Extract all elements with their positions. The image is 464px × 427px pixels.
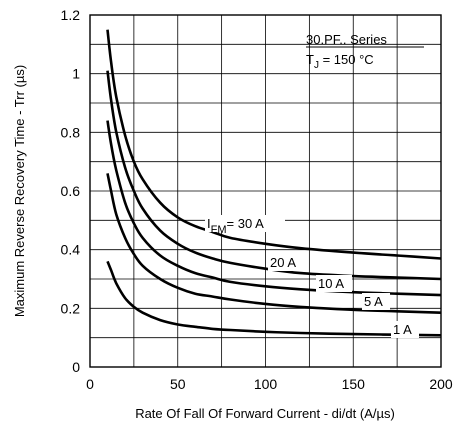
y-tick-label: 0 [72, 359, 80, 375]
series-label-main: 1 A [393, 322, 412, 337]
series-curve-3 [106, 173, 442, 314]
temperature-value: = 150 °C [319, 52, 374, 67]
series-label-1: 20 A [270, 255, 296, 270]
grid [90, 15, 441, 367]
x-tick-label: 0 [86, 376, 94, 392]
series-labels: IFM= 30 A 20 A 10 A 5 A 1 A [205, 215, 419, 338]
series-annotation: 30.PF.. Series [306, 32, 387, 47]
series-label-3: 5 A [364, 294, 383, 309]
temperature-annotation: TJ = 150 °C [306, 52, 374, 71]
series-label-bg [268, 254, 304, 271]
series-curve-0 [106, 29, 442, 260]
series-label-0: IFM= 30 A [207, 216, 264, 236]
series-label-2: 10 A [318, 276, 344, 291]
y-tick-label: 1 [72, 66, 80, 82]
x-tick-label: 200 [429, 376, 453, 392]
series-label-bg [205, 215, 285, 232]
y-tick-label: 0.2 [61, 300, 81, 316]
temperature-symbol: T [306, 52, 314, 67]
series-label-main: 20 A [270, 255, 296, 270]
x-tick-label: 50 [170, 376, 186, 392]
series-curves [106, 29, 442, 337]
series-label-value: = 30 A [227, 216, 265, 231]
tick-labels: 0 50 100 150 200 0 0.2 0.4 0.6 0.8 1 1.2 [61, 7, 453, 392]
temperature-subscript: J [314, 60, 319, 71]
plot-frame [89, 14, 442, 368]
y-tick-label: 1.2 [61, 7, 81, 23]
y-tick-label: 0.6 [61, 183, 81, 199]
series-label-main: 5 A [364, 294, 383, 309]
y-tick-label: 0.8 [61, 124, 81, 140]
x-tick-label: 100 [254, 376, 278, 392]
y-tick-label: 0.4 [61, 242, 81, 258]
series-curve-4 [106, 260, 442, 337]
series-label-subscript: FM [211, 224, 227, 236]
series-label-bg [316, 275, 352, 292]
series-curve-1 [106, 70, 442, 281]
series-label-main: 10 A [318, 276, 344, 291]
x-tick-label: 150 [342, 376, 366, 392]
series-label-main: I [207, 216, 211, 231]
x-axis-label: Rate Of Fall Of Forward Current - di/dt … [135, 406, 395, 421]
series-label-bg [391, 321, 419, 338]
series-label-4: 1 A [393, 322, 412, 337]
y-axis-label: Maximum Reverse Recovery Time - Trr (µs) [12, 65, 27, 317]
series-label-bg [362, 293, 390, 310]
